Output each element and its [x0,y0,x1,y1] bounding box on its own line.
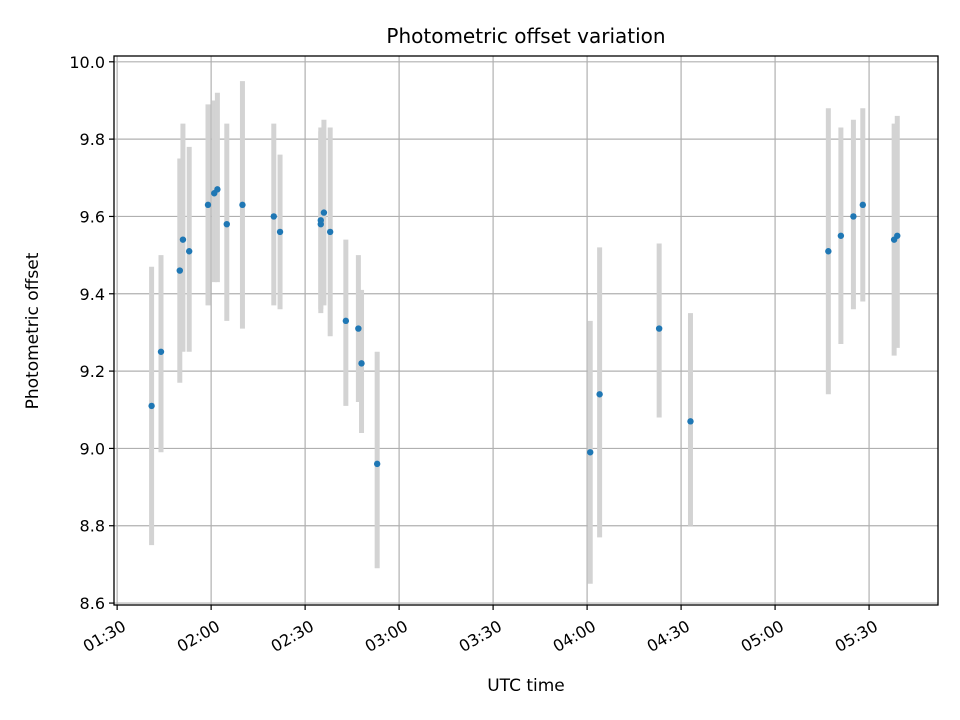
y-axis-title: Photometric offset [23,252,43,409]
data-point [320,209,328,216]
y-tick-label: 9.4 [80,285,105,304]
y-tick-label: 9.6 [80,207,105,226]
data-point [185,248,193,255]
data-point [342,317,350,325]
data-point [825,248,832,255]
y-tick-label: 9.8 [80,130,105,149]
data-point [655,325,663,332]
data-point [596,391,603,398]
data-point [894,232,901,239]
x-axis-title: UTC time [487,676,565,696]
data-point [859,201,867,209]
data-point [687,418,694,425]
data-point [317,217,324,224]
data-point [358,360,365,367]
data-point [355,325,362,332]
data-point [204,201,212,209]
plot-frame [113,55,939,606]
data-point [270,213,277,220]
grid [114,56,938,605]
y-axis: 8.6 8.8 9.0 9.2 9.4 9.6 9.8 10.0 [69,53,114,613]
data-point [239,201,246,209]
data-point [223,220,230,228]
data-point [214,186,221,193]
data-point [850,213,857,220]
data-point [179,236,187,243]
data-point [157,348,165,355]
data-points [148,186,901,468]
data-point [837,232,845,239]
y-tick-label: 8.6 [80,594,105,613]
data-point [176,267,183,274]
y-tick-label: 8.8 [80,517,105,536]
chart-title: Photometric offset variation [386,24,665,48]
data-point [587,449,594,456]
y-tick-label: 9.2 [80,362,105,381]
y-tick-label: 9.0 [80,439,105,458]
data-point [148,402,155,410]
data-point [276,228,284,236]
data-point [326,228,334,236]
y-tick-label: 10.0 [69,53,105,72]
data-point [373,460,381,468]
